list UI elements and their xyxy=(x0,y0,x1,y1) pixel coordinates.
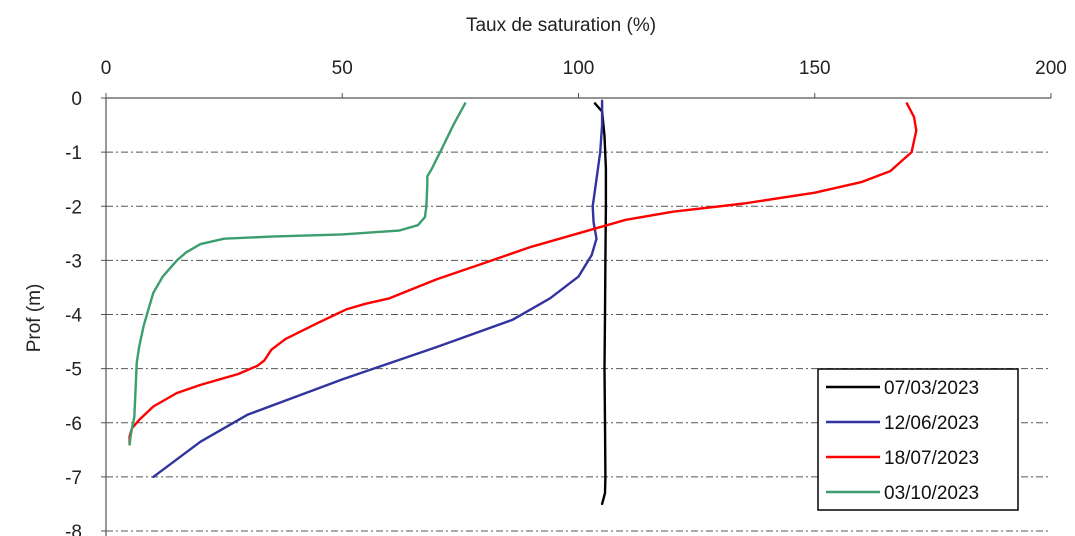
y-tick-label: -4 xyxy=(65,306,82,327)
series-line-3 xyxy=(128,102,918,446)
series-lines xyxy=(128,99,918,506)
series-line-1 xyxy=(593,102,608,506)
legend-label: 07/03/2023 xyxy=(884,378,979,399)
y-tick-label: -3 xyxy=(65,251,82,272)
legend-label: 12/06/2023 xyxy=(884,413,979,434)
x-tick-label: 200 xyxy=(1035,58,1067,79)
x-tick-label: 0 xyxy=(101,58,112,79)
legend-box xyxy=(817,368,1019,511)
legend-label: 03/10/2023 xyxy=(884,483,979,504)
x-tick-labels: 0 50 100 150 200 xyxy=(101,58,1067,79)
y-tick-label: -8 xyxy=(65,522,82,536)
y-tick-label: -2 xyxy=(65,197,82,218)
series-line-4 xyxy=(128,102,467,446)
y-tick-label: -7 xyxy=(65,468,82,489)
x-tick-label: 50 xyxy=(332,58,353,79)
y-tick-label: -5 xyxy=(65,360,82,381)
legend: 07/03/2023 12/06/2023 18/07/2023 03/10/2023 xyxy=(817,368,1019,511)
y-tick-label: 0 xyxy=(71,89,82,110)
x-tick-label: 100 xyxy=(563,58,595,79)
legend-label: 18/07/2023 xyxy=(884,448,979,469)
y-tick-label: -1 xyxy=(65,143,82,164)
series-line-2 xyxy=(152,99,604,479)
y-axis-title: Prof (m) xyxy=(24,284,45,353)
x-tick-label: 150 xyxy=(799,58,831,79)
y-tick-label: -6 xyxy=(65,414,82,435)
axes xyxy=(101,93,1052,536)
y-tick-labels: 0 -1 -2 -3 -4 -5 -6 -7 -8 xyxy=(65,89,82,536)
x-axis-title: Taux de saturation (%) xyxy=(466,15,656,36)
